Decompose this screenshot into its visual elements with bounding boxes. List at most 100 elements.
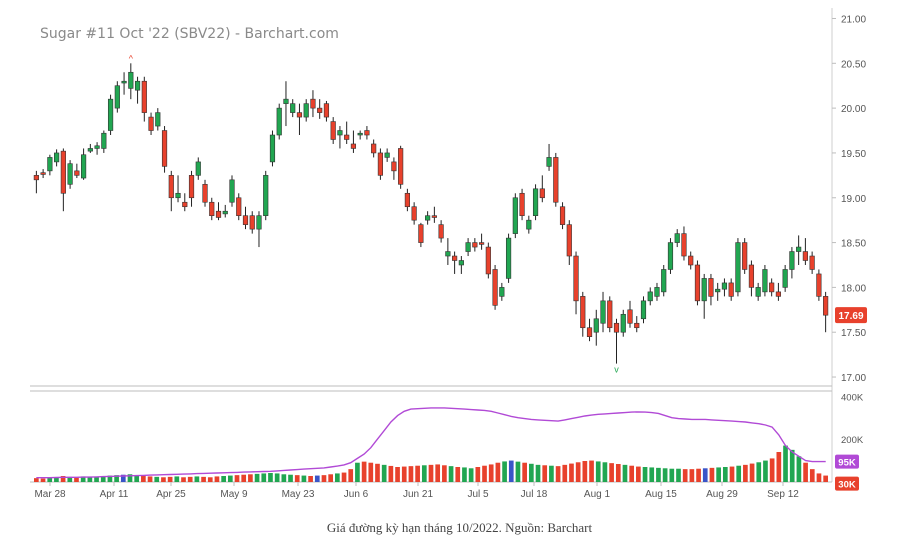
candle-body xyxy=(532,188,539,216)
candle-body xyxy=(404,192,410,208)
candle-body xyxy=(782,269,788,288)
candle-body xyxy=(580,296,586,329)
volume-bar xyxy=(241,474,247,482)
volume-bar xyxy=(181,477,186,482)
candles-layer: ^v xyxy=(33,53,829,375)
volume-bar xyxy=(214,476,220,482)
volume-bar xyxy=(341,472,347,482)
candle-body xyxy=(627,309,633,324)
volume-bar xyxy=(823,475,828,482)
volume-bar xyxy=(502,461,507,482)
candle-body xyxy=(681,233,687,257)
volume-bar xyxy=(542,465,548,482)
volume-bar xyxy=(589,460,594,482)
volume-bar xyxy=(595,461,601,482)
candle-body xyxy=(816,273,822,297)
candle-body xyxy=(391,161,397,172)
candle-body xyxy=(74,170,80,176)
candle-body xyxy=(323,103,330,118)
volume-bar xyxy=(528,463,534,482)
volume-bar xyxy=(194,476,200,482)
candle-body xyxy=(87,148,93,152)
volume-bar xyxy=(421,465,427,482)
candle-body xyxy=(775,291,782,297)
volume-bar xyxy=(308,476,313,482)
volume-bar xyxy=(100,476,106,482)
x-tick-label: Aug 15 xyxy=(645,489,677,500)
candle-body xyxy=(161,130,168,167)
candle-body xyxy=(202,184,208,203)
candle-body xyxy=(445,251,451,257)
x-tick-label: Jul 5 xyxy=(467,489,489,500)
x-tick-label: Sep 12 xyxy=(767,489,799,500)
candle-body xyxy=(60,150,66,194)
volume-bar xyxy=(488,464,494,482)
candle-body xyxy=(371,143,377,154)
volume-bar xyxy=(535,464,541,482)
candle-body xyxy=(168,175,174,199)
volume-bar xyxy=(649,467,655,482)
volume-bar xyxy=(254,473,260,482)
volume-bar xyxy=(335,473,340,482)
volume-ma-badge xyxy=(835,454,859,469)
candle-body xyxy=(553,157,559,203)
candle-body xyxy=(721,282,728,290)
candle-body xyxy=(485,246,491,275)
candle-body xyxy=(708,278,714,297)
candle-body xyxy=(701,278,707,302)
candle-body xyxy=(357,132,363,136)
candle-body xyxy=(526,219,532,230)
price-tick-label: 19.00 xyxy=(841,194,866,205)
x-tick-label: May 23 xyxy=(282,489,315,500)
candle-body xyxy=(195,161,201,176)
volume-bar xyxy=(348,469,354,482)
candle-body xyxy=(411,206,417,221)
volume-last-label: 30K xyxy=(838,480,856,491)
candle-body xyxy=(478,242,485,245)
volume-bar xyxy=(442,465,447,482)
candle-body xyxy=(586,327,593,337)
price-tick-label: 20.50 xyxy=(841,59,866,70)
x-tick-label: Jun 6 xyxy=(344,489,369,500)
candle-body xyxy=(101,132,107,149)
candle-body xyxy=(242,215,249,225)
candle-body xyxy=(762,269,768,293)
volume-bar xyxy=(689,469,695,482)
volume-bar xyxy=(709,467,715,482)
candle-body xyxy=(40,172,46,175)
volume-bar xyxy=(515,461,521,482)
volume-bar xyxy=(575,462,581,482)
x-tick-label: Jun 21 xyxy=(403,489,433,500)
volume-bar xyxy=(736,465,742,482)
volume-bar xyxy=(94,476,99,482)
volume-bar xyxy=(174,476,180,482)
volume-bar xyxy=(408,466,414,482)
volume-ma-line xyxy=(36,407,826,479)
candle-body xyxy=(296,112,303,118)
volume-bar xyxy=(669,468,675,482)
candle-body xyxy=(236,197,242,216)
volume-bar xyxy=(569,463,574,482)
volume-bar xyxy=(67,476,73,482)
volume-bar xyxy=(221,476,226,482)
candle-body xyxy=(67,163,73,185)
volume-bar xyxy=(201,476,206,482)
candle-body xyxy=(519,192,525,216)
candle-body xyxy=(121,80,127,84)
candle-body xyxy=(269,134,276,163)
candle-body xyxy=(667,242,674,270)
candle-body xyxy=(661,269,667,293)
volume-bar xyxy=(120,474,126,482)
candle-body xyxy=(263,175,269,216)
volume-bar xyxy=(375,463,380,482)
candle-body xyxy=(229,179,235,203)
candle-body xyxy=(128,71,134,89)
candlestick-chart: ^v 21.0020.5020.0019.5019.0018.5018.0017… xyxy=(30,8,867,500)
candle-body xyxy=(114,85,120,109)
volume-bar xyxy=(462,467,467,482)
candle-body xyxy=(303,103,309,118)
volume-bar xyxy=(582,461,588,482)
volume-bar xyxy=(54,477,59,482)
price-tick-label: 18.50 xyxy=(841,239,866,250)
x-tick-label: Mar 28 xyxy=(34,489,66,500)
